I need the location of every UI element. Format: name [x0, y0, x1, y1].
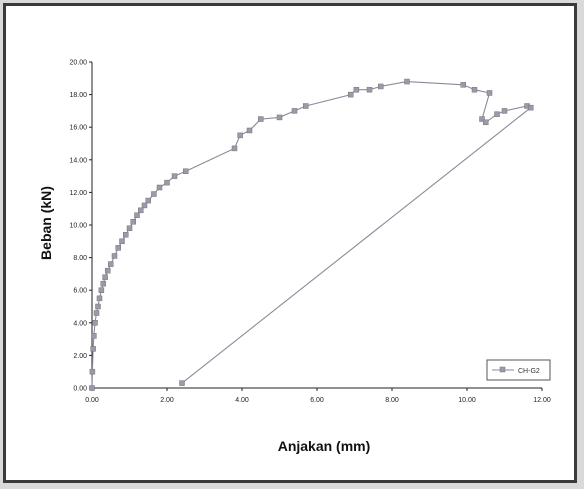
- data-point: [164, 179, 170, 186]
- x-tick-labels: 0.00 2.00 4.00 6.00 8.00 10.00 12.00: [85, 397, 551, 404]
- data-point: [471, 86, 478, 93]
- data-point: [89, 368, 96, 375]
- data-point: [102, 274, 108, 280]
- data-point: [366, 86, 373, 93]
- x-tick-label: 0.00: [85, 397, 99, 404]
- data-point: [100, 280, 106, 287]
- line-chart: 0.00 2.00 4.00 6.00 8.00 10.00 12.00 0.00 2.00 4…: [38, 60, 551, 455]
- data-point: [123, 232, 129, 238]
- data-point: [108, 261, 114, 267]
- data-point: [303, 103, 309, 109]
- y-tick-label: 12.00: [69, 190, 87, 197]
- data-point: [89, 385, 95, 391]
- y-tick-label: 2.00: [73, 353, 87, 360]
- legend-label: CH-G2: [518, 368, 540, 375]
- data-point: [119, 238, 125, 245]
- x-tick-label: 4.00: [235, 397, 249, 404]
- y-tick-label: 6.00: [73, 288, 87, 295]
- data-point: [105, 267, 111, 274]
- data-point: [115, 245, 121, 251]
- data-point: [138, 207, 144, 214]
- data-point: [91, 333, 97, 339]
- data-point: [93, 310, 100, 316]
- data-point: [404, 78, 410, 85]
- data-point: [528, 104, 534, 111]
- x-axis-label: Anjakan (mm): [278, 438, 371, 454]
- legend-box: [486, 359, 551, 381]
- data-point: [98, 287, 105, 293]
- data-point: [291, 108, 298, 114]
- y-tick-label: 20.00: [69, 60, 87, 67]
- y-axis-label: Beban (kN): [38, 186, 54, 260]
- data-point: [111, 253, 118, 259]
- data-point: [237, 132, 243, 139]
- y-tick-label: 8.00: [73, 255, 87, 262]
- data-point: [145, 197, 151, 204]
- y-tick-label: 14.00: [69, 157, 87, 164]
- data-point: [171, 173, 178, 179]
- data-point: [92, 320, 98, 326]
- y-tick-label: 0.00: [73, 386, 87, 393]
- y-tick-label: 16.00: [69, 125, 87, 132]
- x-tick-label: 12.00: [533, 397, 551, 404]
- data-point: [156, 184, 163, 191]
- data-point: [348, 91, 354, 98]
- data-point: [494, 111, 500, 117]
- y-tick-label: 4.00: [73, 320, 87, 327]
- data-point: [183, 168, 189, 174]
- data-point: [179, 380, 185, 386]
- data-point: [246, 127, 253, 134]
- data-point: [486, 90, 493, 96]
- y-tick-labels: 0.00 2.00 4.00 6.00 8.00 10.00 12.00 14.00 16.00…: [69, 60, 87, 393]
- data-point: [96, 295, 103, 302]
- y-tick-label: 18.00: [69, 92, 87, 99]
- legend-marker: [499, 366, 506, 373]
- data-point: [126, 225, 133, 232]
- x-tick-label: 6.00: [310, 397, 324, 404]
- data-point: [276, 114, 283, 121]
- series-group: [89, 78, 534, 391]
- axes: [89, 61, 543, 391]
- data-point: [460, 82, 466, 88]
- data-point: [483, 119, 489, 126]
- data-point: [378, 83, 384, 90]
- series-line: [91, 81, 532, 389]
- y-tick-label: 10.00: [69, 223, 87, 230]
- data-point: [134, 212, 140, 218]
- data-point: [258, 116, 264, 122]
- chart-frame: 0.00 2.00 4.00 6.00 8.00 10.00 12.00 0.00 2.00 4…: [3, 3, 577, 483]
- data-point: [151, 191, 157, 197]
- data-point: [141, 202, 148, 209]
- data-point: [479, 116, 485, 122]
- data-point: [501, 108, 508, 114]
- data-point: [231, 145, 238, 152]
- x-tick-label: 10.00: [458, 397, 476, 404]
- data-point: [95, 303, 101, 310]
- x-tick-label: 8.00: [385, 397, 399, 404]
- x-tick-label: 2.00: [160, 397, 174, 404]
- data-point: [90, 346, 96, 352]
- legend: CH-G2: [486, 359, 551, 381]
- data-point: [130, 218, 136, 225]
- data-point: [353, 86, 360, 93]
